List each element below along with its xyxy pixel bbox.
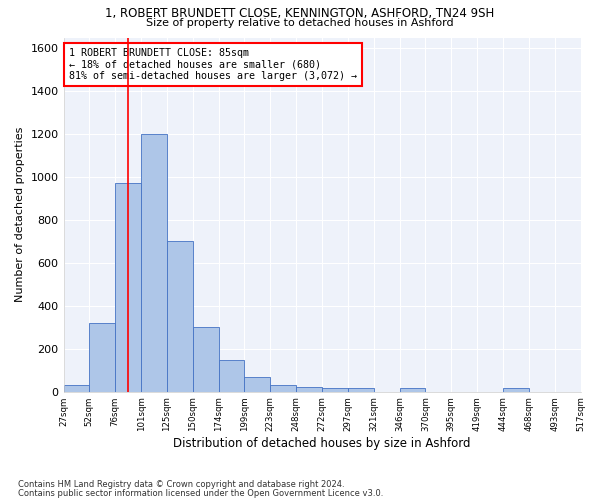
- Bar: [89, 323, 115, 392]
- Bar: [348, 388, 374, 392]
- Text: Contains public sector information licensed under the Open Government Licence v3: Contains public sector information licen…: [18, 490, 383, 498]
- Bar: [322, 388, 348, 392]
- Bar: [115, 184, 141, 392]
- Text: Size of property relative to detached houses in Ashford: Size of property relative to detached ho…: [146, 18, 454, 28]
- Text: Contains HM Land Registry data © Crown copyright and database right 2024.: Contains HM Land Registry data © Crown c…: [18, 480, 344, 489]
- Bar: [167, 242, 193, 392]
- Text: 1, ROBERT BRUNDETT CLOSE, KENNINGTON, ASHFORD, TN24 9SH: 1, ROBERT BRUNDETT CLOSE, KENNINGTON, AS…: [106, 8, 494, 20]
- Bar: [141, 134, 167, 392]
- Bar: [271, 386, 296, 392]
- Bar: [296, 388, 322, 392]
- Bar: [400, 388, 425, 392]
- Text: 1 ROBERT BRUNDETT CLOSE: 85sqm
← 18% of detached houses are smaller (680)
81% of: 1 ROBERT BRUNDETT CLOSE: 85sqm ← 18% of …: [69, 48, 357, 82]
- Bar: [64, 386, 89, 392]
- Bar: [503, 388, 529, 392]
- X-axis label: Distribution of detached houses by size in Ashford: Distribution of detached houses by size …: [173, 437, 471, 450]
- Y-axis label: Number of detached properties: Number of detached properties: [15, 127, 25, 302]
- Bar: [244, 376, 271, 392]
- Bar: [218, 360, 244, 392]
- Bar: [193, 328, 218, 392]
